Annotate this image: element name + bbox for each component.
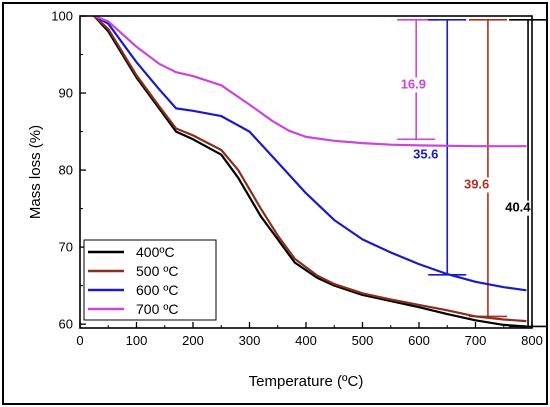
y-tick-label-70: 70 <box>59 240 73 255</box>
x-tick-label-600: 600 <box>408 333 430 348</box>
series-line-4 <box>93 16 527 148</box>
y-tick-label-60: 60 <box>59 317 73 332</box>
annotation-label-bg-1 <box>396 77 431 93</box>
legend-label-1: 400ºC <box>136 244 175 260</box>
x-axis-title: Temperature (ºC) <box>249 373 364 390</box>
annotation-label-1: 16.9 <box>401 76 426 91</box>
x-tick-label-100: 100 <box>126 333 148 348</box>
x-tick-label-200: 200 <box>182 333 204 348</box>
series-line-3 <box>93 16 527 292</box>
x-tick-label-0: 0 <box>76 333 83 348</box>
annotation-label-4: 40.4 <box>505 200 531 215</box>
y-tick-label-90: 90 <box>59 86 73 101</box>
annotation-label-3: 39.6 <box>464 177 489 192</box>
legend-box <box>83 239 217 321</box>
y-tick-label-100: 100 <box>51 9 73 24</box>
x-tick-label-500: 500 <box>352 333 374 348</box>
x-tick-label-300: 300 <box>239 333 261 348</box>
y-tick-label-80: 80 <box>59 163 73 178</box>
legend-label-4: 700 ºC <box>136 301 178 317</box>
series-line-1 <box>93 16 527 328</box>
legend-label-2: 500 ºC <box>136 263 178 279</box>
series-line-2 <box>93 16 527 323</box>
y-axis-title: Mass loss (%) <box>27 125 44 219</box>
x-tick-label-400: 400 <box>295 333 317 348</box>
annotation-label-bg-2 <box>408 147 443 163</box>
series-layer <box>93 16 527 328</box>
axis-layer: 0 100 200 300 400 500 600 700 800 60 70 80 90 100 <box>51 9 543 349</box>
x-tick-label-800: 800 <box>521 333 543 348</box>
legend-label-3: 600 ºC <box>136 282 178 298</box>
annotation-label-bg-4 <box>500 200 535 216</box>
annotation-label-2: 35.6 <box>413 147 438 162</box>
legend: 400ºC 500 ºC 600 ºC 700 ºC <box>83 239 217 321</box>
x-tick-label-700: 700 <box>465 333 487 348</box>
annotation-label-bg-3 <box>459 177 494 193</box>
annotation-layer: 16.9 35.6 39.6 40.4 <box>396 19 548 328</box>
